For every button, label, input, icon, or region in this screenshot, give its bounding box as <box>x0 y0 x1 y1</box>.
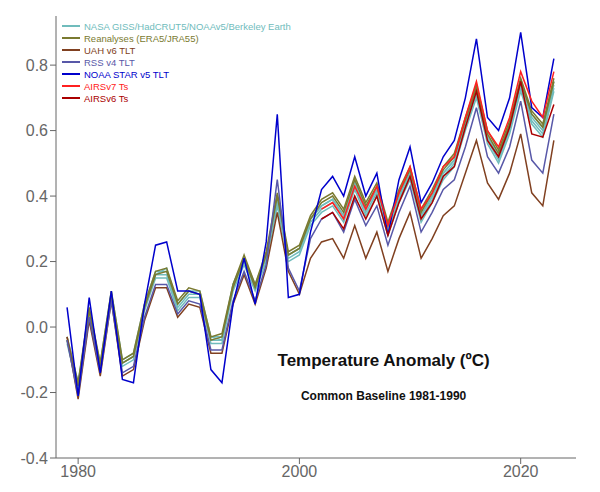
html-text:Temperature Anomaly (ºC): Temperature Anomaly (ºC) <box>277 350 490 370</box>
svg-text:0.2: 0.2 <box>26 253 48 270</box>
svg-text:0.4: 0.4 <box>26 188 48 205</box>
svg-text:0.8: 0.8 <box>26 57 48 74</box>
html-text:RSS v4 TLT: RSS v4 TLT <box>84 56 135 68</box>
svg-text:1980: 1980 <box>60 463 96 480</box>
html-text:AIRSv7 Ts: AIRSv7 Ts <box>84 80 129 92</box>
html-text:NOAA STAR v5 TLT: NOAA STAR v5 TLT <box>84 68 169 80</box>
svg-text:0.6: 0.6 <box>26 122 48 139</box>
html-text:NASA GISS/HadCRUT5/NOAAv5/Berk: NASA GISS/HadCRUT5/NOAAv5/Berkeley Earth <box>84 20 291 32</box>
svg-text:2000: 2000 <box>282 463 318 480</box>
svg-text:2020: 2020 <box>503 463 539 480</box>
svg-text:-0.2: -0.2 <box>20 384 48 401</box>
html-text:AIRSv6 Ts: AIRSv6 Ts <box>84 92 129 104</box>
html-text:UAH v6 TLT: UAH v6 TLT <box>84 44 136 56</box>
html-text:Reanalyses (ERA5/JRA55): Reanalyses (ERA5/JRA55) <box>84 32 199 44</box>
svg-text:-0.4: -0.4 <box>20 450 48 467</box>
html-text:Common Baseline 1981-1990: Common Baseline 1981-1990 <box>300 389 467 404</box>
svg-text:0.0: 0.0 <box>26 319 48 336</box>
